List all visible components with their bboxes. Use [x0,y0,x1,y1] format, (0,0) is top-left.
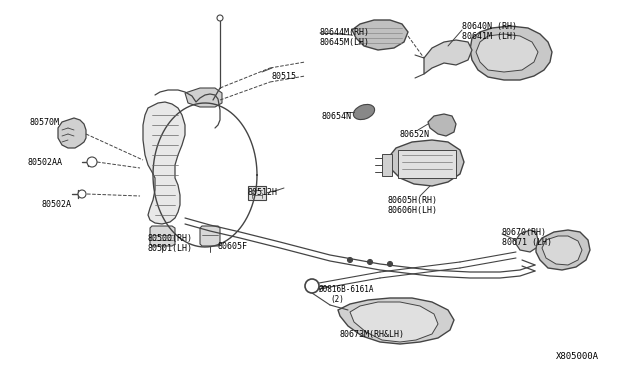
Text: 80515: 80515 [272,72,297,81]
Text: 80605H(RH): 80605H(RH) [388,196,438,205]
Text: 80640N (RH): 80640N (RH) [462,22,517,31]
Polygon shape [338,298,454,344]
Polygon shape [150,226,175,246]
Text: 80652N: 80652N [400,130,430,139]
FancyBboxPatch shape [398,150,456,178]
Text: 80502A: 80502A [42,200,72,209]
Polygon shape [350,302,438,342]
Circle shape [217,15,223,21]
Polygon shape [428,114,456,136]
Polygon shape [58,118,86,148]
Text: 80644M(RH): 80644M(RH) [320,28,370,37]
FancyBboxPatch shape [248,186,266,200]
Polygon shape [542,236,582,265]
Ellipse shape [353,105,374,119]
Polygon shape [143,102,185,224]
Polygon shape [185,88,222,107]
Text: 80512H: 80512H [248,188,278,197]
Circle shape [367,260,372,264]
Text: 80654N: 80654N [322,112,352,121]
Polygon shape [470,26,552,80]
Text: Ø0816B-6161A: Ø0816B-6161A [318,285,374,294]
Text: 80605F: 80605F [218,242,248,251]
Polygon shape [536,230,590,270]
Polygon shape [200,226,220,246]
Polygon shape [352,20,408,50]
Circle shape [387,262,392,266]
Text: 80641M (LH): 80641M (LH) [462,32,517,41]
Polygon shape [516,230,538,252]
Circle shape [305,279,319,293]
Text: 80673M(RH&LH): 80673M(RH&LH) [340,330,405,339]
Text: 80671 (LH): 80671 (LH) [502,238,552,247]
Text: 80500(RH): 80500(RH) [148,234,193,243]
Circle shape [78,190,86,198]
Circle shape [348,257,353,263]
Text: 80570M: 80570M [30,118,60,127]
Text: 80606H(LH): 80606H(LH) [388,206,438,215]
Text: 80645M(LH): 80645M(LH) [320,38,370,47]
Text: (2): (2) [330,295,344,304]
FancyBboxPatch shape [382,154,392,176]
Text: 80670(RH): 80670(RH) [502,228,547,237]
Text: 80502AA: 80502AA [28,158,63,167]
Polygon shape [388,140,464,186]
Polygon shape [424,40,472,74]
Circle shape [87,157,97,167]
Text: 80501(LH): 80501(LH) [148,244,193,253]
Text: X805000A: X805000A [556,352,599,361]
Polygon shape [476,34,538,72]
